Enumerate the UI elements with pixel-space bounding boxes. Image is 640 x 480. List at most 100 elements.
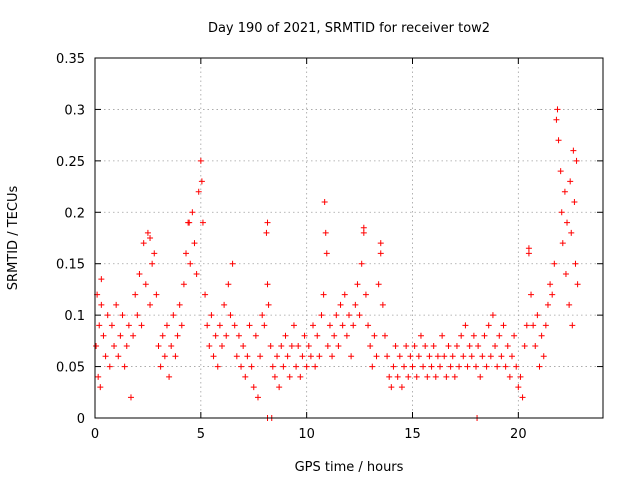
data-point [371,332,378,339]
data-point [263,229,270,236]
data-point [428,363,435,370]
data-point [530,322,537,329]
data-point [513,363,520,370]
data-point [572,260,579,267]
data-point [466,343,473,349]
data-point [259,312,266,319]
data-point [321,199,328,205]
data-point [496,332,503,339]
data-point [98,276,105,283]
data-point [108,322,115,329]
data-point [487,353,494,360]
data-point [555,137,562,144]
data-point [286,373,293,380]
data-points [93,106,581,421]
data-point [214,363,221,370]
data-point [93,343,100,349]
data-point [244,353,251,360]
data-point [525,250,532,257]
axis-ticks: 0 0.05 0.1 0.15 0.2 0.25 0.3 0.35 0 5 10 15 20 [56,52,603,442]
data-point [233,353,240,360]
data-point [274,353,281,360]
data-point [375,281,382,288]
data-point [443,373,450,380]
data-point [422,343,429,349]
data-point [301,332,308,339]
data-point [316,353,323,360]
data-point [354,281,361,288]
data-point [445,343,452,349]
data-point [348,353,355,360]
data-point [168,343,175,349]
data-point [144,229,151,236]
data-point [403,343,410,349]
data-point [381,332,388,339]
data-point [337,301,344,308]
data-point [508,353,515,360]
data-point [153,291,160,298]
y-tick-label: 0.1 [64,309,85,324]
grid [95,58,603,418]
data-point [415,353,422,360]
x-axis-label: GPS time / hours [295,460,404,475]
data-point [157,363,164,370]
data-point [326,322,333,329]
data-point [193,271,200,277]
data-point [282,332,289,339]
y-tick-label: 0 [77,412,85,427]
data-point [384,353,391,360]
data-point [127,394,134,401]
chart-title: Day 190 of 2021, SRMTID for receiver tow… [208,21,490,36]
data-point [115,353,122,360]
data-point [264,219,271,226]
data-point [254,394,261,401]
data-point [293,363,300,370]
data-point [567,178,574,185]
data-point [202,291,209,298]
data-point [219,343,225,349]
data-point [432,373,439,380]
data-point [183,250,190,257]
data-point [159,332,166,339]
x-tick-label: 20 [510,427,527,442]
data-point [212,332,219,339]
data-point [161,353,168,360]
data-point [102,353,109,360]
data-point [197,157,204,164]
data-point [166,373,173,380]
data-point [523,322,530,329]
data-point [227,312,234,319]
data-point [210,353,217,360]
data-point [130,332,137,339]
data-point [377,240,384,247]
y-tick-label: 0.15 [56,258,85,273]
data-point [562,271,569,277]
data-point [396,353,403,360]
data-point [441,353,448,360]
data-point [187,260,194,267]
data-point [278,343,285,349]
data-point [453,343,460,349]
data-point [335,343,342,349]
data-point [566,301,573,308]
data-point [362,291,369,298]
data-point [180,281,187,288]
data-point [322,229,329,236]
data-point [235,332,242,339]
data-point [561,188,568,195]
data-point [186,219,193,226]
data-point [462,322,469,329]
data-point [532,343,539,349]
data-point [111,343,118,349]
data-point [297,373,304,380]
data-point [379,301,386,308]
data-point [329,353,336,360]
data-point [401,363,408,370]
data-point [356,312,363,319]
data-point [350,322,357,329]
data-point [206,343,213,349]
data-point [310,322,317,329]
data-point [519,394,526,401]
data-point [314,332,321,339]
